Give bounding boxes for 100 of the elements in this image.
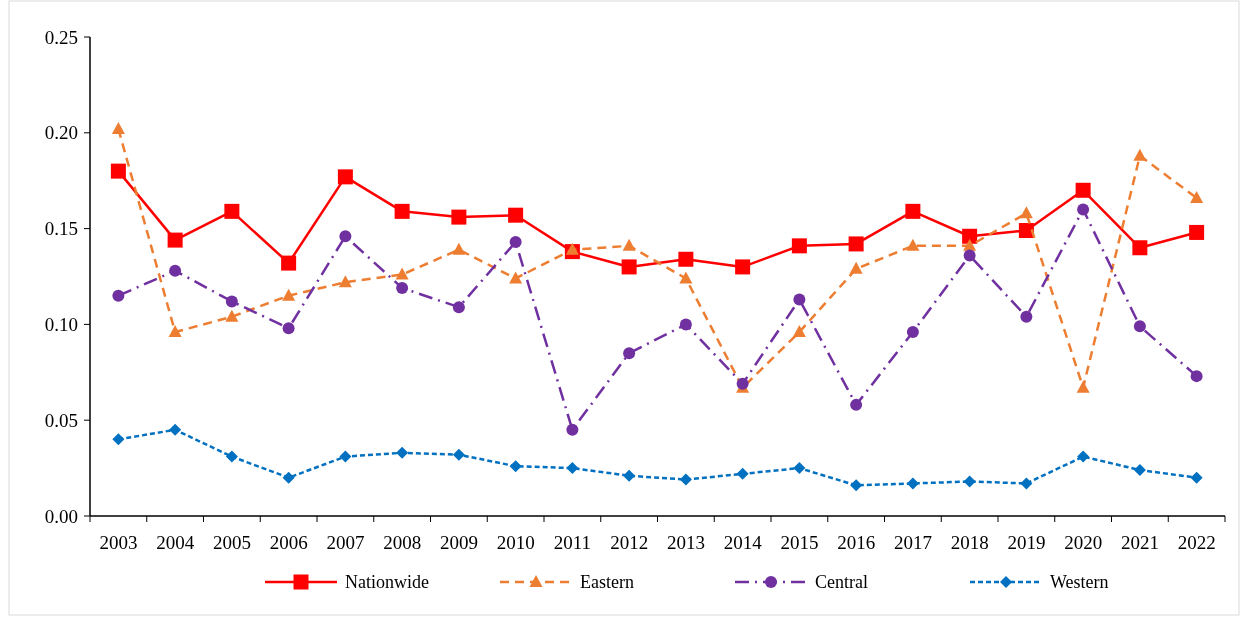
x-tick-label: 2022 [1177, 532, 1216, 553]
point [396, 446, 409, 459]
point [396, 282, 409, 294]
point [167, 232, 183, 248]
x-tick-label: 2011 [553, 532, 592, 553]
y-tick-label: 0.05 [44, 409, 78, 431]
y-tick-label: 0.25 [44, 26, 78, 48]
point [282, 322, 295, 335]
point [338, 275, 352, 288]
point [281, 255, 297, 271]
point [623, 347, 636, 360]
x-tick-label: 2007 [326, 532, 365, 553]
point [1077, 203, 1090, 216]
point [1190, 471, 1203, 484]
point [850, 479, 863, 492]
point [678, 251, 694, 267]
point [621, 259, 637, 275]
point [850, 398, 863, 411]
point [112, 433, 125, 446]
point [1018, 223, 1034, 239]
point [963, 475, 976, 488]
point [339, 230, 352, 243]
point [508, 207, 524, 223]
point [1020, 310, 1033, 323]
x-tick-label: 2018 [950, 532, 989, 553]
point [225, 309, 239, 322]
point [1020, 477, 1033, 490]
point [962, 228, 978, 244]
point [509, 271, 523, 284]
legend-label: Central [815, 572, 868, 593]
point [282, 471, 295, 484]
point [735, 259, 751, 275]
legend-label: Western [1050, 572, 1109, 593]
point [906, 477, 919, 490]
point [1190, 370, 1203, 383]
point [1075, 182, 1091, 198]
point [395, 267, 409, 280]
point [565, 242, 579, 255]
x-tick-label: 2010 [496, 532, 535, 553]
x-tick-label: 2020 [1064, 532, 1103, 553]
x-tick-label: 2008 [383, 532, 422, 553]
point [906, 326, 919, 339]
point [1077, 450, 1090, 463]
point [452, 301, 465, 314]
y-tick-label: 0.10 [44, 314, 78, 336]
x-tick-label: 2006 [269, 532, 308, 553]
x-tick-label: 2014 [723, 532, 763, 553]
point [282, 288, 296, 301]
point [509, 236, 522, 249]
point [906, 238, 920, 251]
point [848, 236, 864, 252]
x-tick-label: 2013 [666, 532, 705, 553]
point [394, 203, 410, 219]
point [452, 448, 465, 461]
point [509, 460, 522, 473]
point [622, 238, 636, 251]
point [1076, 380, 1090, 393]
point [225, 450, 238, 463]
x-tick-label: 2012 [610, 532, 649, 553]
point [905, 203, 921, 219]
point [1019, 206, 1033, 219]
x-tick-label: 2003 [99, 532, 138, 553]
point [452, 242, 466, 255]
point [849, 261, 863, 274]
y-tick-label: 0.15 [44, 218, 78, 240]
point [224, 203, 240, 219]
point [791, 238, 807, 254]
point [1132, 240, 1148, 256]
point [111, 121, 125, 134]
point [451, 209, 467, 225]
x-tick-label: 2019 [1007, 532, 1046, 553]
x-tick-label: 2016 [837, 532, 876, 553]
point [225, 295, 238, 308]
x-tick-label: 2004 [156, 532, 195, 553]
x-tick-label: 2009 [439, 532, 478, 553]
point [623, 469, 636, 482]
legend-label: Eastern [580, 572, 634, 593]
point [337, 169, 353, 185]
point [1189, 224, 1205, 240]
point [169, 423, 182, 436]
point [169, 264, 182, 277]
x-tick-label: 2015 [780, 532, 819, 553]
point [566, 462, 579, 475]
x-tick-label: 2005 [212, 532, 251, 553]
x-tick-label: 2017 [893, 532, 932, 553]
point [1133, 148, 1147, 161]
point [792, 325, 806, 338]
point [110, 163, 126, 179]
point [566, 423, 579, 436]
point [1133, 320, 1146, 333]
point [168, 325, 182, 338]
point [112, 289, 125, 302]
point [793, 293, 806, 306]
point [679, 318, 692, 331]
point [1190, 190, 1204, 203]
point [339, 450, 352, 463]
y-tick-label: 0.00 [44, 505, 78, 527]
point [1133, 464, 1146, 477]
point [793, 462, 806, 475]
point [679, 271, 693, 284]
